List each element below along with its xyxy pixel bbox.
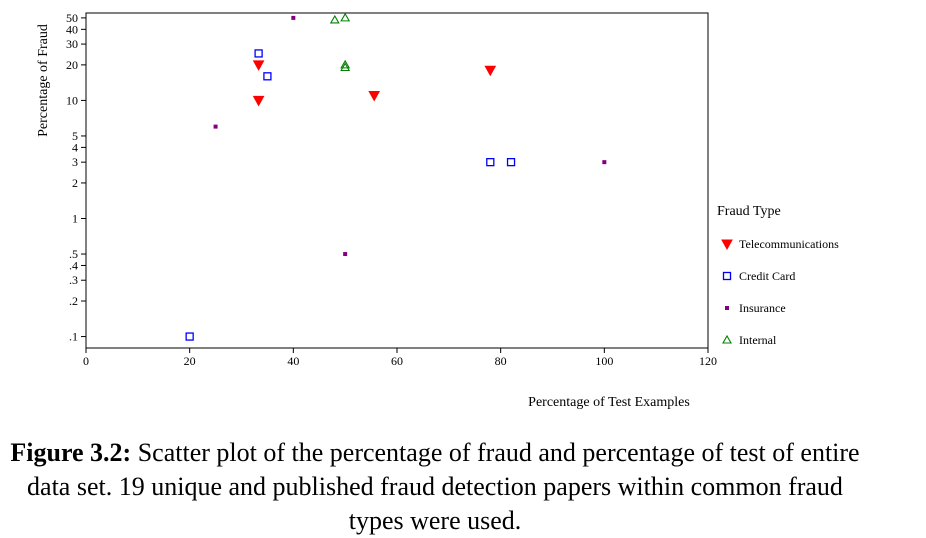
legend-marker-insurance bbox=[725, 306, 729, 310]
x-axis-title: Percentage of Test Examples bbox=[528, 395, 690, 410]
legend-label-credit-card: Credit Card bbox=[739, 269, 795, 283]
point-telecommunications bbox=[252, 95, 265, 107]
y-tick-label: .4 bbox=[69, 258, 78, 272]
scatter-chart: 0 20 40 60 80 100 120.1.2.3.4.5123451020304050… bbox=[36, 11, 839, 410]
point-credit-card bbox=[263, 72, 272, 81]
figure-caption: Figure 3.2: Scatter plot of the percenta… bbox=[0, 436, 870, 538]
y-axis-title: Percentage of Fraud bbox=[36, 24, 51, 137]
y-tick-label: 30 bbox=[66, 37, 78, 51]
plot-frame bbox=[85, 12, 709, 349]
x-tick-label: 40 bbox=[287, 354, 299, 368]
x-tick-label: 120 bbox=[699, 354, 717, 368]
x-tick-label: 20 bbox=[184, 354, 196, 368]
point-telecommunications bbox=[484, 65, 497, 77]
point-insurance bbox=[602, 160, 607, 165]
legend-label-internal: Internal bbox=[739, 333, 777, 347]
point-credit-card bbox=[486, 158, 495, 167]
y-tick-label: 5 bbox=[72, 129, 78, 143]
y-tick-label: 4 bbox=[72, 140, 78, 154]
point-credit-card bbox=[506, 158, 516, 167]
point-credit-card bbox=[254, 49, 263, 58]
legend-title: Fraud Type bbox=[717, 204, 781, 219]
y-tick-label: 10 bbox=[66, 93, 78, 107]
point-telecommunications bbox=[368, 91, 381, 102]
legend-marker-credit-card bbox=[722, 271, 732, 281]
y-tick-label: .3 bbox=[69, 273, 78, 287]
point-internal bbox=[340, 59, 351, 69]
y-tick-label: 2 bbox=[72, 176, 78, 190]
x-tick-label: 100 bbox=[595, 354, 613, 368]
y-tick-label: 40 bbox=[66, 22, 78, 36]
y-tick-label: .2 bbox=[69, 294, 78, 308]
y-tick-label: 20 bbox=[66, 58, 78, 72]
point-insurance bbox=[291, 15, 296, 20]
legend-label-telecommunications: Telecommunications bbox=[739, 237, 839, 251]
legend-label-insurance: Insurance bbox=[739, 301, 786, 315]
caption-label: Figure 3.2: bbox=[10, 438, 132, 467]
point-internal bbox=[340, 12, 351, 22]
point-telecommunications bbox=[252, 60, 265, 71]
legend-marker-telecommunications bbox=[721, 239, 733, 251]
x-tick-label: 60 bbox=[391, 354, 403, 368]
point-insurance bbox=[343, 252, 348, 257]
y-tick-label: 1 bbox=[72, 211, 78, 225]
point-internal bbox=[340, 62, 351, 72]
x-tick-label: 0 bbox=[83, 354, 89, 368]
point-credit-card bbox=[185, 332, 194, 341]
x-tick-label: 80 bbox=[495, 354, 507, 368]
y-tick-label: .5 bbox=[69, 247, 78, 261]
point-internal bbox=[329, 14, 340, 24]
y-tick-label: 50 bbox=[66, 11, 78, 25]
y-tick-label: 3 bbox=[72, 155, 78, 169]
point-insurance bbox=[213, 124, 218, 129]
legend-marker-internal bbox=[722, 334, 732, 344]
y-tick-label: .1 bbox=[69, 330, 78, 344]
caption-text: Scatter plot of the percentage of fraud … bbox=[27, 438, 860, 535]
